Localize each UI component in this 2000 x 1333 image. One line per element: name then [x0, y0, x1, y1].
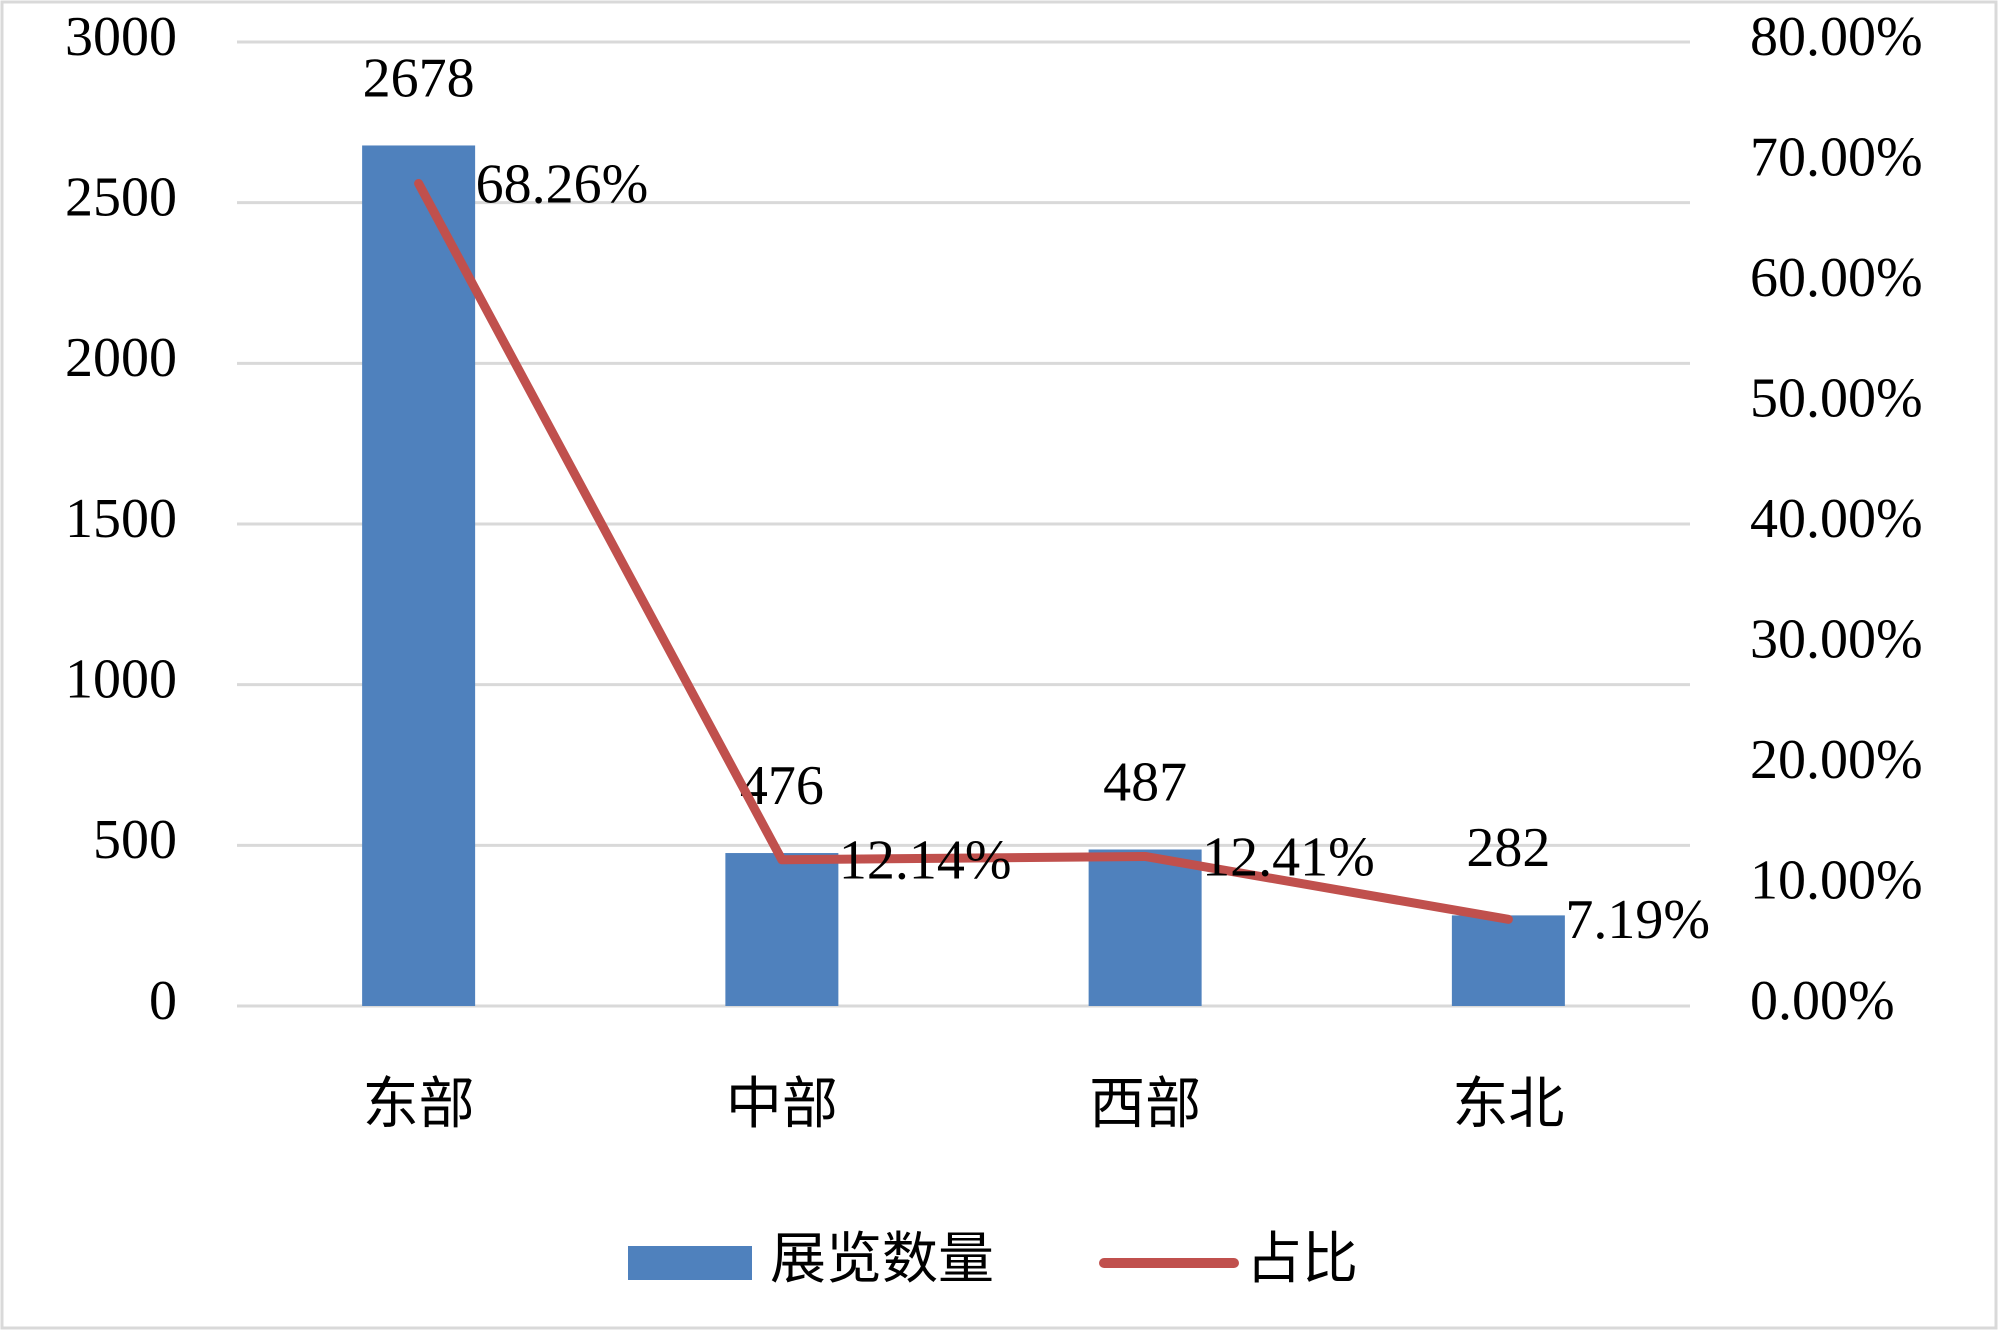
- y2-tick-label: 70.00%: [1750, 126, 1923, 188]
- bar-value-label: 487: [1103, 751, 1187, 813]
- x-tick-label: 中部: [726, 1074, 838, 1136]
- y2-tick-label: 30.00%: [1750, 608, 1923, 670]
- y2-tick-label: 0.00%: [1750, 970, 1895, 1032]
- y-tick-label: 1000: [65, 649, 177, 711]
- y2-tick-label: 80.00%: [1750, 6, 1923, 68]
- legend-label: 展览数量: [770, 1229, 994, 1291]
- y-tick-label: 2500: [65, 167, 177, 229]
- y-tick-label: 2000: [65, 327, 177, 389]
- line-value-label: 12.41%: [1202, 826, 1375, 888]
- y-tick-label: 500: [93, 809, 177, 871]
- bar: [362, 145, 476, 1006]
- bar: [1088, 849, 1202, 1006]
- x-tick-label: 东北: [1452, 1074, 1564, 1136]
- x-tick-label: 东部: [363, 1074, 475, 1136]
- bar: [1451, 915, 1565, 1006]
- y2-tick-label: 50.00%: [1750, 367, 1923, 429]
- y2-tick-label: 20.00%: [1750, 729, 1923, 791]
- y2-tick-label: 40.00%: [1750, 488, 1923, 550]
- bar-value-label: 282: [1466, 817, 1550, 879]
- y2-tick-label: 60.00%: [1750, 247, 1923, 309]
- line-value-label: 12.14%: [839, 830, 1012, 892]
- line-value-label: 7.19%: [1565, 889, 1710, 951]
- line-value-label: 68.26%: [476, 153, 649, 215]
- bar: [725, 853, 839, 1006]
- legend-label: 占比: [1246, 1229, 1358, 1291]
- y-tick-label: 1500: [65, 488, 177, 550]
- line: [414, 178, 1513, 924]
- y-tick-label: 3000: [65, 6, 177, 68]
- x-tick-label: 西部: [1089, 1074, 1201, 1136]
- legend-swatch: [628, 1246, 752, 1280]
- bar-value-label: 2678: [363, 47, 475, 109]
- y2-tick-label: 10.00%: [1750, 849, 1923, 911]
- y-tick-label: 0: [149, 970, 177, 1032]
